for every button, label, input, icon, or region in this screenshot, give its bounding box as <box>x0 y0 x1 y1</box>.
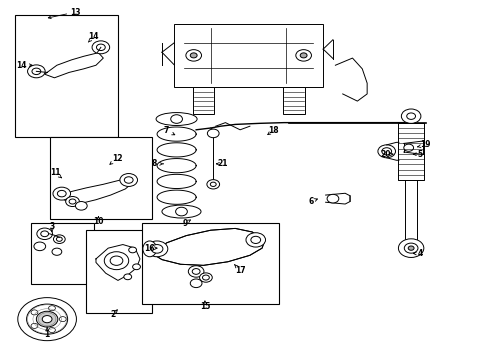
Circle shape <box>190 279 202 288</box>
Circle shape <box>59 317 66 321</box>
Text: 14: 14 <box>88 32 99 41</box>
Circle shape <box>53 235 65 243</box>
Circle shape <box>327 194 339 203</box>
Circle shape <box>37 228 52 239</box>
Circle shape <box>110 256 123 265</box>
Text: 17: 17 <box>235 266 245 275</box>
Circle shape <box>186 50 201 61</box>
Text: 6: 6 <box>308 197 314 206</box>
Text: 2: 2 <box>110 310 116 319</box>
Bar <box>49 137 152 220</box>
Bar <box>15 15 118 137</box>
Circle shape <box>404 144 414 151</box>
Text: 9: 9 <box>183 219 188 228</box>
Circle shape <box>92 41 110 54</box>
Text: 14: 14 <box>16 61 26 70</box>
Text: 21: 21 <box>218 159 228 168</box>
Circle shape <box>192 269 200 274</box>
Text: 20: 20 <box>380 150 391 159</box>
Text: 4: 4 <box>417 249 422 258</box>
Circle shape <box>52 248 62 255</box>
Circle shape <box>151 244 163 253</box>
Circle shape <box>41 231 49 237</box>
Circle shape <box>34 242 46 251</box>
Bar <box>86 230 152 313</box>
Circle shape <box>246 233 266 247</box>
Circle shape <box>124 274 132 280</box>
Circle shape <box>49 306 55 311</box>
Circle shape <box>66 197 79 207</box>
Circle shape <box>26 304 68 334</box>
Text: 16: 16 <box>145 244 155 253</box>
Circle shape <box>296 50 312 61</box>
Circle shape <box>27 65 45 78</box>
Text: 8: 8 <box>152 159 157 168</box>
Text: 15: 15 <box>200 302 210 311</box>
Circle shape <box>42 316 52 323</box>
Circle shape <box>36 311 58 327</box>
Circle shape <box>171 115 182 123</box>
Ellipse shape <box>156 113 197 126</box>
Circle shape <box>175 207 187 216</box>
Text: 1: 1 <box>45 330 50 339</box>
Circle shape <box>188 266 204 277</box>
Circle shape <box>57 190 66 197</box>
Circle shape <box>300 53 307 58</box>
Circle shape <box>207 180 220 189</box>
Polygon shape <box>152 228 265 265</box>
Circle shape <box>210 182 216 186</box>
Text: 10: 10 <box>93 217 104 226</box>
Circle shape <box>97 44 105 50</box>
Circle shape <box>207 129 219 138</box>
Circle shape <box>408 246 414 250</box>
Text: 5: 5 <box>417 150 422 159</box>
Circle shape <box>382 148 392 155</box>
Text: 3: 3 <box>49 222 54 231</box>
Circle shape <box>49 328 55 333</box>
Circle shape <box>56 237 62 241</box>
Circle shape <box>120 174 138 186</box>
Circle shape <box>133 264 141 270</box>
Circle shape <box>199 273 212 282</box>
Bar <box>143 223 279 304</box>
Circle shape <box>31 310 38 315</box>
Text: 13: 13 <box>70 8 80 17</box>
Circle shape <box>378 145 395 158</box>
Bar <box>174 24 323 87</box>
Ellipse shape <box>162 205 201 218</box>
Circle shape <box>129 247 137 253</box>
Circle shape <box>31 323 38 328</box>
Circle shape <box>401 109 421 123</box>
Circle shape <box>407 113 416 120</box>
Circle shape <box>53 187 71 200</box>
Text: 7: 7 <box>163 126 169 135</box>
Bar <box>193 87 214 114</box>
Circle shape <box>251 236 261 243</box>
Text: 12: 12 <box>112 154 122 163</box>
Circle shape <box>18 298 76 341</box>
Circle shape <box>32 68 41 75</box>
Circle shape <box>398 239 424 257</box>
Circle shape <box>124 177 133 183</box>
Circle shape <box>190 53 197 58</box>
Circle shape <box>104 252 129 270</box>
Text: 18: 18 <box>268 126 279 135</box>
Text: 11: 11 <box>50 168 61 177</box>
Ellipse shape <box>143 241 157 257</box>
Circle shape <box>202 275 209 280</box>
Circle shape <box>75 202 87 210</box>
Circle shape <box>404 243 418 253</box>
Bar <box>283 87 305 114</box>
Bar <box>398 123 424 180</box>
Text: 19: 19 <box>420 140 431 149</box>
Circle shape <box>69 199 76 204</box>
Circle shape <box>147 241 168 257</box>
Bar <box>31 223 94 284</box>
